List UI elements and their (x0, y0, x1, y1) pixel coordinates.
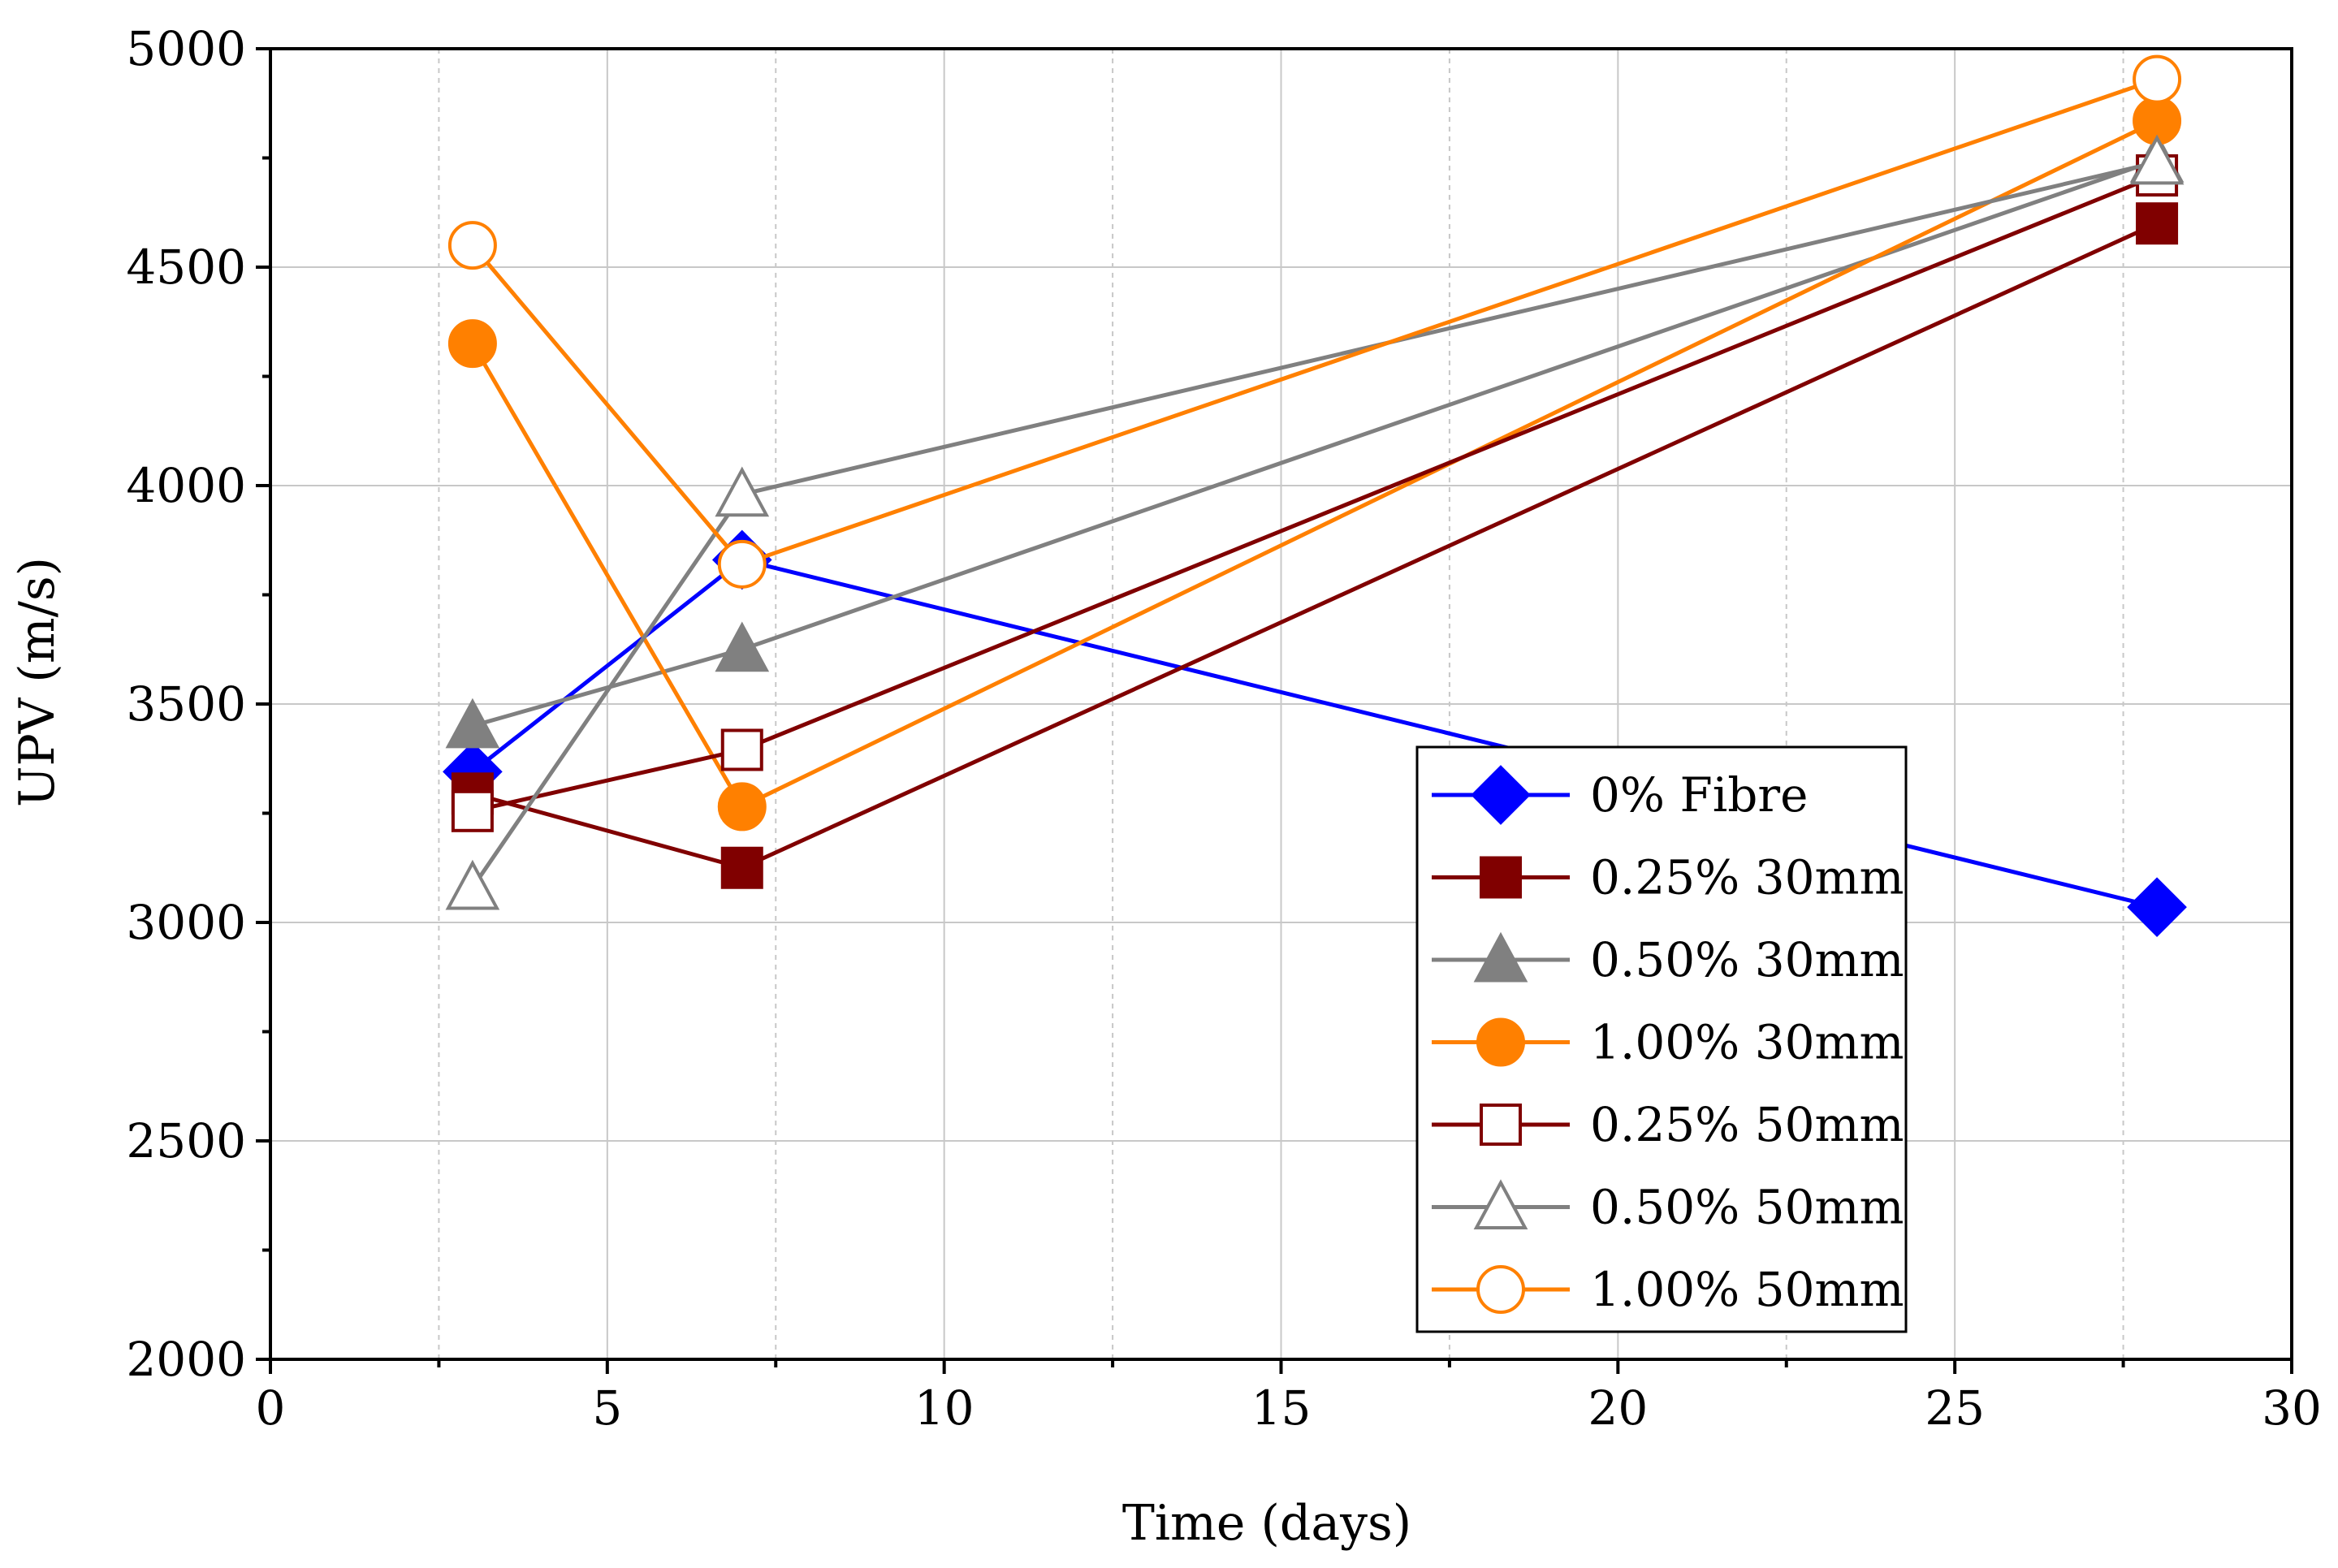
legend-label: 1.00% 50mm (1590, 1262, 1904, 1317)
x-tick-label: 10 (914, 1380, 975, 1436)
data-point-circle (717, 782, 767, 832)
legend-label: 1.00% 30mm (1590, 1015, 1904, 1070)
data-point-triangle (445, 698, 500, 749)
data-point-circle (717, 539, 767, 589)
x-tick-label: 20 (1588, 1380, 1648, 1436)
legend-item: 0.50% 30mm (1432, 931, 1904, 987)
x-tick-label: 30 (2262, 1380, 2322, 1436)
y-tick-label: 2500 (126, 1113, 246, 1168)
grid (270, 49, 2292, 1359)
y-tick-label: 4000 (126, 458, 246, 513)
series-0-50pct-50mm (445, 134, 2185, 910)
x-tick-label: 25 (1925, 1380, 1985, 1436)
data-point-square (720, 728, 763, 771)
data-point-square (720, 846, 763, 889)
series-group (443, 54, 2187, 937)
legend: 0% Fibre 0.25% 30mm 0.50% 30mm 1.00% 30mm 0.… (1415, 745, 1908, 1333)
y-tick-label: 3000 (126, 895, 246, 950)
legend-item: 1.00% 50mm (1432, 1262, 1904, 1317)
data-point-triangle (445, 859, 500, 910)
data-point-circle (447, 221, 497, 270)
legend-label: 0% Fibre (1590, 767, 1808, 823)
data-point-triangle (715, 621, 770, 672)
data-point-circle (2133, 54, 2182, 104)
data-point-square (2136, 202, 2179, 245)
legend-item: 0.25% 50mm (1432, 1097, 1904, 1152)
legend-marker-square (1480, 1104, 1522, 1146)
x-tick-label: 5 (592, 1380, 622, 1436)
data-point-triangle (2129, 134, 2185, 185)
legend-label: 0.25% 30mm (1590, 850, 1904, 905)
y-tick-label: 4500 (126, 240, 246, 295)
legend-item: 0% Fibre (1432, 765, 1808, 825)
legend-marker-triangle (1473, 1179, 1528, 1229)
legend-label: 0.50% 50mm (1590, 1180, 1904, 1235)
legend-marker-square (1480, 856, 1522, 899)
y-tick-label: 3500 (126, 676, 246, 732)
x-tick-label: 0 (256, 1380, 286, 1436)
data-point-square (451, 789, 494, 832)
axes: 0 5 10 15 20 25 30 2000 2500 3000 3500 4000 4500 5000 (126, 21, 2322, 1436)
y-tick-label: 2000 (126, 1332, 246, 1387)
y-tick-label: 5000 (126, 21, 246, 76)
x-tick-label: 15 (1251, 1380, 1312, 1436)
legend-item: 0.50% 50mm (1432, 1179, 1904, 1235)
legend-label: 0.50% 30mm (1590, 932, 1904, 987)
x-axis-title: Time (days) (1122, 1495, 1411, 1552)
data-point-circle (447, 319, 497, 369)
legend-marker-circle (1476, 1017, 1525, 1067)
legend-item: 0.25% 30mm (1432, 850, 1904, 905)
data-point-triangle (715, 466, 770, 517)
legend-marker-circle (1476, 1265, 1525, 1314)
legend-item: 1.00% 30mm (1432, 1015, 1904, 1070)
data-point-diamond (2127, 877, 2187, 937)
series-1-00pct-50mm (447, 54, 2182, 589)
legend-marker-diamond (1471, 765, 1531, 825)
series-1-00pct-30mm (447, 96, 2182, 832)
y-axis-title: UPV (m/s) (9, 557, 66, 807)
legend-label: 0.25% 50mm (1590, 1097, 1904, 1152)
legend-marker-triangle (1473, 931, 1528, 983)
